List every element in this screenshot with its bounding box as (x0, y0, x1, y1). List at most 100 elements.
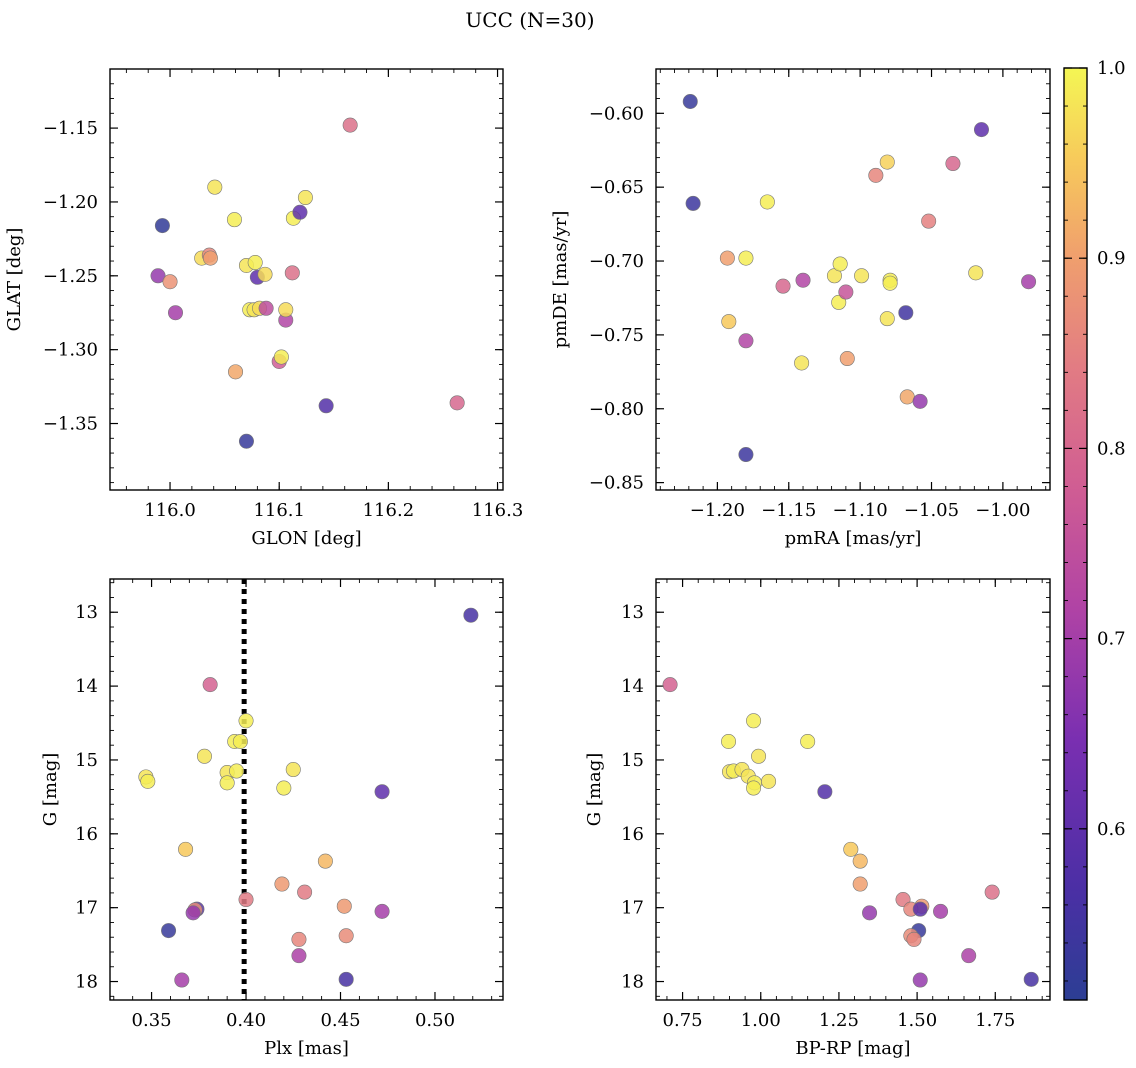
data-point (162, 274, 178, 290)
data-point (759, 194, 775, 210)
data-point (945, 156, 961, 172)
data-point (854, 268, 870, 284)
y-tick-label: −0.85 (589, 473, 644, 494)
data-point (817, 784, 833, 800)
data-point (852, 853, 868, 869)
data-point (906, 931, 922, 947)
x-tick-label: 116.3 (472, 500, 524, 521)
data-point (721, 733, 737, 749)
data-point (317, 853, 333, 869)
data-point (154, 218, 170, 234)
panel-3: 0.35 0.40 0.45 0.50 13 14 15 16 17 18 Plx [mas] G [… (40, 578, 504, 1059)
y-tick-label: 18 (75, 972, 98, 993)
data-point (775, 278, 791, 294)
data-point (746, 780, 762, 796)
data-point (685, 195, 701, 211)
data-point (342, 117, 358, 133)
data-point (150, 268, 166, 284)
data-point (879, 311, 895, 327)
y-tick-label: −1.35 (43, 414, 98, 435)
data-point (202, 250, 218, 266)
y-tick-label: 15 (621, 750, 644, 771)
data-point (202, 677, 218, 693)
data-point (862, 905, 878, 921)
colorbar-gradient (1063, 67, 1088, 1001)
data-point (140, 773, 156, 789)
y-tick-label: −1.20 (43, 192, 98, 213)
y-tick-label: 16 (75, 824, 98, 845)
data-point (276, 780, 292, 796)
data-point (912, 901, 928, 917)
data-point (297, 884, 313, 900)
data-point (161, 923, 177, 939)
x-tick-label: 116.2 (363, 500, 415, 521)
y-tick-label: −1.30 (43, 340, 98, 361)
y-tick-label: −0.75 (589, 325, 644, 346)
data-point (761, 773, 777, 789)
data-point (228, 364, 244, 380)
colorbar-tick-label: 0.8 (1097, 438, 1126, 459)
y-tick-label: −0.80 (589, 399, 644, 420)
x-tick-label: −1.10 (833, 500, 888, 521)
y-tick-label: −0.60 (589, 103, 644, 124)
data-point (968, 265, 984, 281)
y-tick-label: 16 (621, 824, 644, 845)
colorbar-tick-label: 1.0 (1097, 58, 1126, 79)
data-point (794, 355, 810, 371)
data-point (292, 204, 308, 220)
data-point (297, 190, 313, 206)
plot-frame (655, 68, 1051, 491)
data-point (374, 784, 390, 800)
data-point (178, 841, 194, 857)
data-point (229, 763, 245, 779)
data-point (238, 892, 254, 908)
y-tick-label: 17 (621, 898, 644, 919)
x-axis-label: GLON [deg] (251, 528, 361, 549)
data-point (174, 972, 190, 988)
data-point (751, 748, 767, 764)
data-point (682, 93, 698, 109)
data-point (721, 314, 737, 330)
data-point (795, 272, 811, 288)
data-point (258, 300, 274, 316)
data-point (338, 971, 354, 987)
y-tick-label: 14 (75, 676, 98, 697)
x-tick-label: 1.75 (975, 1010, 1015, 1031)
x-tick-label: 1.25 (819, 1010, 859, 1031)
y-tick-label: −1.25 (43, 266, 98, 287)
y-tick-label: −0.70 (589, 251, 644, 272)
data-point (185, 905, 201, 921)
data-point (662, 677, 678, 693)
data-point (899, 389, 915, 405)
colorbar-tick-label: 0.6 (1097, 819, 1126, 840)
data-point (738, 333, 754, 349)
data-point (839, 351, 855, 367)
data-point (257, 266, 273, 282)
x-axis-label: pmRA [mas/yr] (785, 528, 922, 549)
data-point (284, 265, 300, 281)
data-point (746, 713, 762, 729)
plot-frame (655, 578, 1051, 1001)
data-point (852, 876, 868, 892)
y-tick-label: 13 (621, 602, 644, 623)
data-point (879, 154, 895, 170)
data-point (274, 876, 290, 892)
data-point (219, 775, 235, 791)
y-tick-label: −1.15 (43, 118, 98, 139)
data-point (984, 884, 1000, 900)
x-tick-label: 0.75 (663, 1010, 703, 1031)
x-axis-label: BP-RP [mag] (795, 1038, 910, 1059)
x-tick-label: 1.00 (741, 1010, 781, 1031)
panel-1: 116.0 116.1 116.2 116.3 −1.15 −1.20 −1.25 −1.30… (4, 68, 524, 549)
y-axis-label: GLAT [deg] (4, 228, 25, 332)
data-point (291, 931, 307, 947)
x-tick-label: 0.45 (320, 1010, 360, 1031)
y-tick-label: 18 (621, 972, 644, 993)
x-tick-label: 0.40 (226, 1010, 266, 1031)
colorbar: 0.6 0.7 0.8 0.9 1.0 (1063, 58, 1126, 1001)
y-tick-label: 14 (621, 676, 644, 697)
colorbar-tick-label: 0.9 (1097, 248, 1126, 269)
data-point (738, 447, 754, 463)
data-point (838, 284, 854, 300)
